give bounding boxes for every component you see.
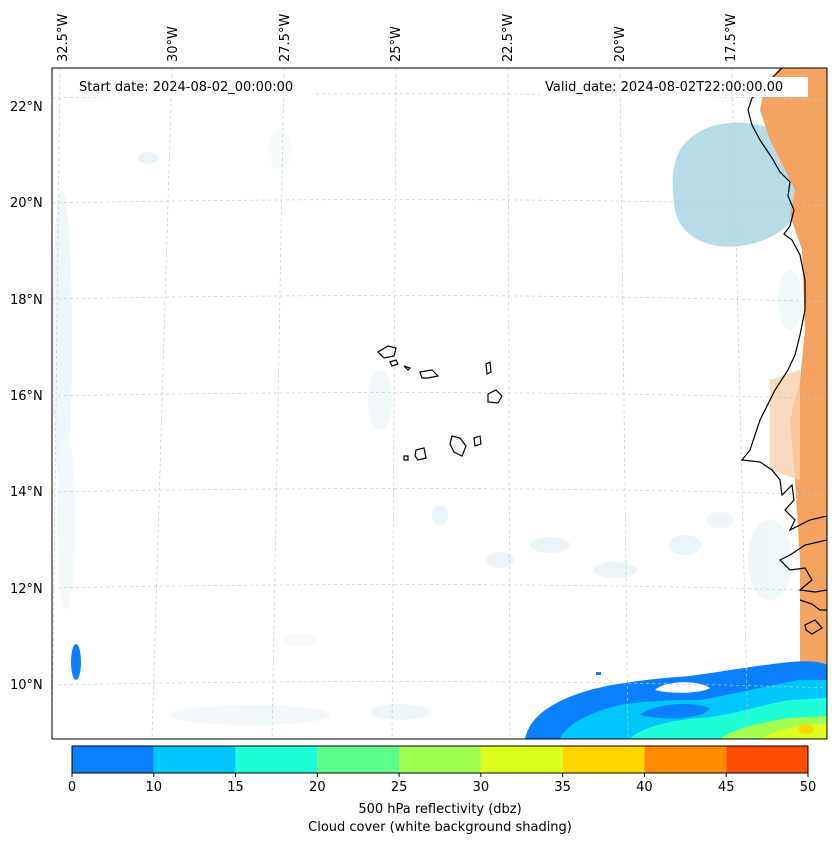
colorbar-subtitle: Cloud cover (white background shading)	[308, 820, 572, 835]
africa-coastline[interactable]	[740, 68, 827, 593]
colorbar-tick-label: 0	[68, 780, 76, 795]
lon-label: 25°W	[389, 26, 404, 62]
lon-label: 17.5°W	[724, 14, 739, 62]
lon-label: 20°W	[613, 26, 628, 62]
land-shading-fade	[770, 370, 800, 480]
map-frame	[51, 67, 828, 740]
lon-label: 22.5°W	[501, 14, 516, 62]
colorbar-title: 500 hPa reflectivity (dbz)	[358, 802, 521, 817]
colorbar-segment	[644, 746, 727, 773]
colorbar-segment	[562, 746, 645, 773]
cloud-patch-north	[672, 122, 806, 247]
colorbar-border	[71, 745, 809, 774]
reflectivity-cell-west	[71, 644, 81, 680]
lon-gridlines	[52, 68, 749, 739]
lat-label: 22°N	[10, 100, 43, 115]
cape-verde-islands[interactable]	[377, 345, 503, 461]
valid-date-label: Valid_date: 2024-08-02T22:00:00.00	[545, 80, 783, 95]
lon-tick-labels: 32.5°W 30°W 27.5°W 25°W 22.5°W 20°W 17.5…	[56, 14, 739, 62]
cloud-cover-shading	[52, 130, 802, 725]
lat-label: 14°N	[10, 485, 43, 500]
colorbar-segment	[726, 746, 808, 773]
lat-label: 20°N	[10, 196, 43, 211]
colorbar-tick-label: 20	[309, 780, 326, 795]
lat-tick-labels: 22°N 20°N 18°N 16°N 14°N 12°N 10°N	[10, 100, 43, 693]
colorbar-tick-label: 40	[636, 780, 653, 795]
colorbar-tick-label: 25	[391, 780, 408, 795]
reflectivity-cell-small	[596, 672, 601, 675]
colorbar-tick-label: 45	[718, 780, 735, 795]
colorbar-tick-label: 30	[473, 780, 490, 795]
colorbar-segment	[399, 746, 481, 773]
start-date-label: Start date: 2024-08-02_00:00:00	[79, 80, 293, 95]
lon-label: 27.5°W	[278, 14, 293, 62]
start-date-box	[74, 77, 316, 97]
colorbar-segment	[480, 746, 563, 773]
lon-label: 32.5°W	[56, 14, 71, 62]
lat-gridlines	[52, 93, 827, 689]
reflectivity-band	[525, 661, 827, 739]
land-shading	[760, 68, 827, 739]
colorbar-segment	[153, 746, 236, 773]
colorbar: 0 10 15 20 25 30 35 40 45 50	[68, 745, 817, 795]
colorbar-segment	[317, 746, 400, 773]
valid-date-box	[540, 77, 808, 97]
lon-label: 30°W	[166, 26, 181, 62]
lat-label: 10°N	[10, 678, 43, 693]
colorbar-tick-label: 35	[554, 780, 571, 795]
lat-label: 18°N	[10, 293, 43, 308]
colorbar-segment	[72, 746, 154, 773]
lat-label: 12°N	[10, 582, 43, 597]
colorbar-tick-label: 15	[227, 780, 244, 795]
colorbar-segment	[235, 746, 318, 773]
colorbar-tick-label: 50	[800, 780, 817, 795]
colorbar-tick-label: 10	[146, 780, 163, 795]
lat-label: 16°N	[10, 389, 43, 404]
